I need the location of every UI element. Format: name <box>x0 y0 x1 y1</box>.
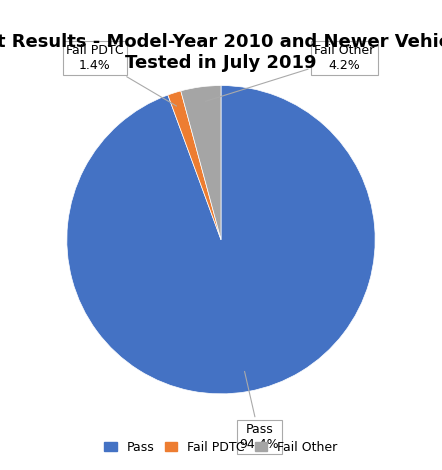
Text: Fail Other
4.2%: Fail Other 4.2% <box>206 44 374 102</box>
Wedge shape <box>181 86 221 240</box>
Wedge shape <box>168 91 221 240</box>
Legend: Pass, Fail PDTC, Fail Other: Pass, Fail PDTC, Fail Other <box>99 436 343 459</box>
Wedge shape <box>67 86 375 394</box>
Text: Fail PDTC
1.4%: Fail PDTC 1.4% <box>66 44 176 106</box>
Text: Test Results - Model-Year 2010 and Newer Vehicles
Tested in July 2019: Test Results - Model-Year 2010 and Newer… <box>0 33 442 72</box>
Text: Pass
94.4%: Pass 94.4% <box>240 371 279 451</box>
